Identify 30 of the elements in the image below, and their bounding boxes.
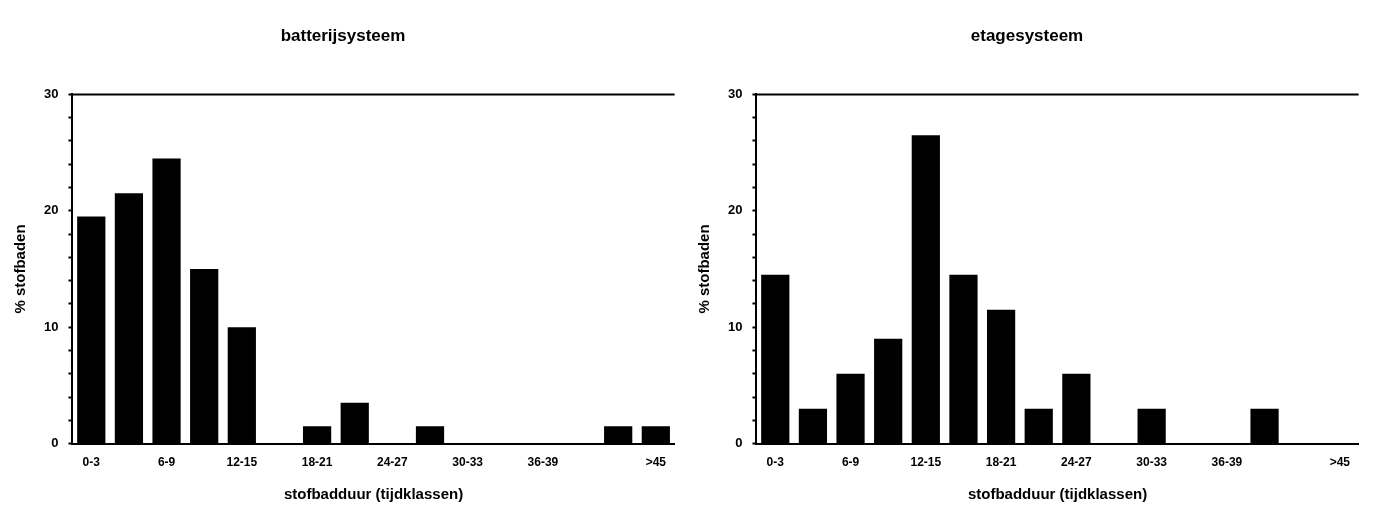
x-axis-title: stofbadduur (tijdklassen) — [967, 485, 1148, 503]
y-tick-label: 20 — [727, 202, 743, 218]
x-tick-label: 0-3 — [82, 455, 101, 470]
y-axis-title: % stofbaden — [11, 224, 29, 314]
x-axis-title: stofbadduur (tijdklassen) — [283, 485, 464, 503]
y-tick-label: 30 — [43, 85, 59, 101]
x-tick-label: 6-9 — [841, 455, 860, 470]
chart-title: batterijsysteem — [280, 25, 406, 45]
x-tick-label: 18-21 — [301, 455, 333, 470]
x-tick-label: 24-27 — [1061, 455, 1093, 470]
x-tick-label: 30-33 — [1136, 455, 1168, 470]
y-tick-label: 10 — [43, 318, 59, 334]
chart-title: etagesysteem — [970, 25, 1084, 45]
x-tick-label: 36-39 — [527, 455, 559, 470]
y-axis-title: % stofbaden — [695, 224, 713, 314]
x-tick-label: 0-3 — [766, 455, 785, 470]
x-tick-label: 12-15 — [226, 455, 258, 470]
x-tick-label: 24-27 — [377, 455, 409, 470]
x-tick-label: 12-15 — [910, 455, 942, 470]
y-tick-label: 0 — [51, 435, 59, 451]
y-tick-label: 10 — [727, 318, 743, 334]
x-tick-label: 30-33 — [452, 455, 484, 470]
x-tick-label: 6-9 — [157, 455, 176, 470]
x-tick-label: 18-21 — [985, 455, 1017, 470]
x-tick-label: >45 — [1329, 455, 1351, 470]
y-tick-label: 20 — [43, 202, 59, 218]
y-tick-label: 30 — [727, 85, 743, 101]
x-tick-label: >45 — [645, 455, 667, 470]
x-tick-label: 36-39 — [1211, 455, 1243, 470]
y-tick-label: 0 — [735, 435, 743, 451]
